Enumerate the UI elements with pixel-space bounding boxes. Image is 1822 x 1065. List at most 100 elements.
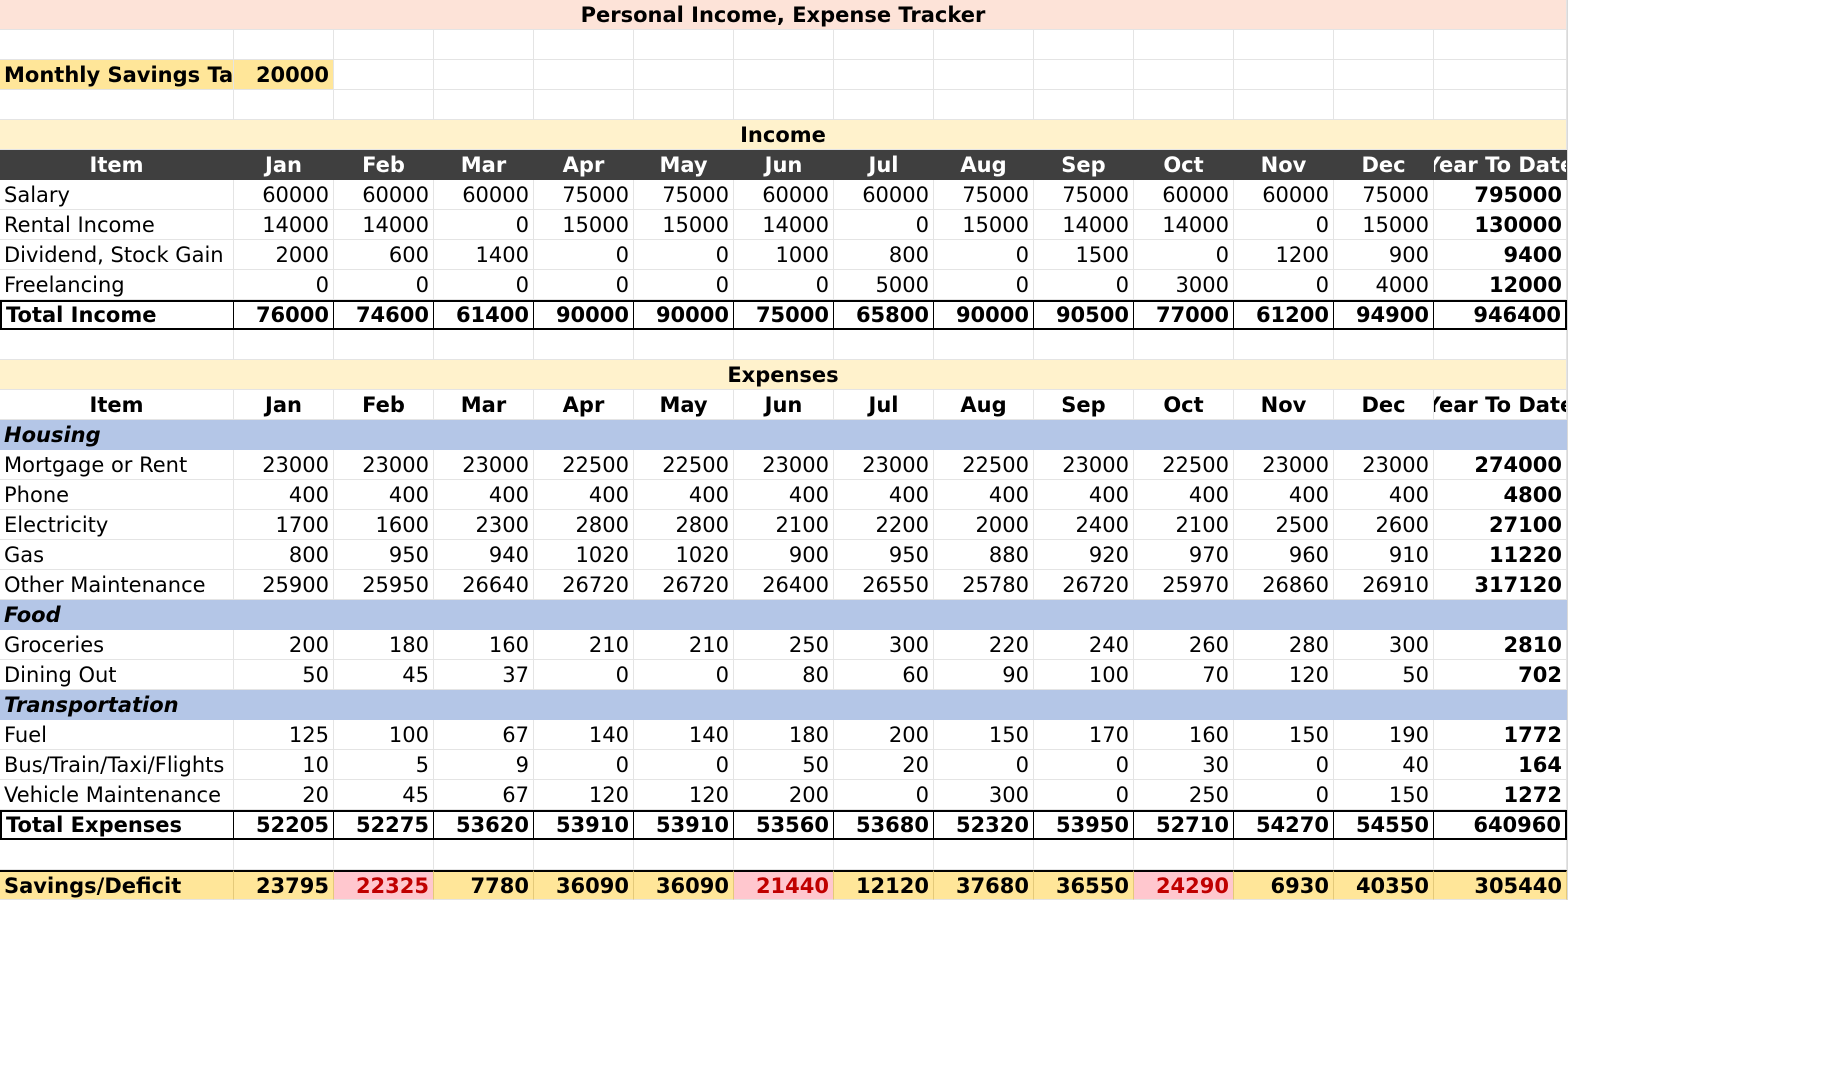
value-cell[interactable]: 30	[1134, 750, 1234, 780]
column-header[interactable]: May	[634, 390, 734, 420]
value-cell[interactable]: 25900	[234, 570, 334, 600]
value-cell[interactable]: 150	[1234, 720, 1334, 750]
value-cell[interactable]: 200	[734, 780, 834, 810]
empty-cell[interactable]	[934, 330, 1034, 360]
empty-cell[interactable]	[734, 60, 834, 90]
empty-cell[interactable]	[234, 840, 334, 870]
value-cell[interactable]: 12000	[1434, 270, 1567, 300]
empty-cell[interactable]	[734, 330, 834, 360]
income-section-title[interactable]: Income	[0, 120, 1567, 150]
value-cell[interactable]: 0	[534, 270, 634, 300]
value-cell[interactable]: 26550	[834, 570, 934, 600]
value-cell[interactable]: 900	[734, 540, 834, 570]
value-cell[interactable]: 970	[1134, 540, 1234, 570]
empty-cell[interactable]	[234, 90, 334, 120]
value-cell[interactable]: 250	[1134, 780, 1234, 810]
column-header[interactable]: Year To Date	[1434, 150, 1567, 180]
value-cell[interactable]: 400	[834, 480, 934, 510]
value-cell[interactable]: 240	[1034, 630, 1134, 660]
value-cell[interactable]: 15000	[934, 210, 1034, 240]
empty-cell[interactable]	[334, 840, 434, 870]
empty-cell[interactable]	[1334, 840, 1434, 870]
value-cell[interactable]: 60000	[234, 180, 334, 210]
empty-cell[interactable]	[434, 30, 534, 60]
category-label[interactable]: Food	[0, 600, 234, 630]
value-cell[interactable]: 940	[434, 540, 534, 570]
value-cell[interactable]: 140	[534, 720, 634, 750]
value-cell[interactable]: 125	[234, 720, 334, 750]
empty-cell[interactable]	[1434, 600, 1567, 630]
column-header[interactable]: Mar	[434, 150, 534, 180]
value-cell[interactable]: 400	[1234, 480, 1334, 510]
value-cell[interactable]: 37	[434, 660, 534, 690]
value-cell[interactable]: 0	[634, 750, 734, 780]
value-cell[interactable]: 0	[434, 270, 534, 300]
empty-cell[interactable]	[534, 60, 634, 90]
empty-cell[interactable]	[434, 90, 534, 120]
value-cell[interactable]: 950	[334, 540, 434, 570]
value-cell[interactable]: 23000	[434, 450, 534, 480]
value-cell[interactable]: 60000	[834, 180, 934, 210]
value-cell[interactable]: 1020	[534, 540, 634, 570]
value-cell[interactable]: 150	[934, 720, 1034, 750]
value-cell[interactable]: 60000	[1234, 180, 1334, 210]
column-header[interactable]: Dec	[1334, 390, 1434, 420]
empty-cell[interactable]	[1434, 420, 1567, 450]
total-value[interactable]: 53910	[634, 810, 734, 840]
value-cell[interactable]: 67	[434, 720, 534, 750]
savings-value[interactable]: 21440	[734, 870, 834, 900]
value-cell[interactable]: 1500	[1034, 240, 1134, 270]
column-header[interactable]: Feb	[334, 390, 434, 420]
value-cell[interactable]: 1200	[1234, 240, 1334, 270]
empty-cell[interactable]	[634, 600, 734, 630]
value-cell[interactable]: 1772	[1434, 720, 1567, 750]
empty-cell[interactable]	[434, 330, 534, 360]
value-cell[interactable]: 300	[834, 630, 934, 660]
savings-value[interactable]: 7780	[434, 870, 534, 900]
empty-cell[interactable]	[1034, 600, 1134, 630]
value-cell[interactable]: 75000	[1334, 180, 1434, 210]
value-cell[interactable]: 4000	[1334, 270, 1434, 300]
empty-cell[interactable]	[1134, 330, 1234, 360]
row-label[interactable]: Salary	[0, 180, 234, 210]
empty-cell[interactable]	[334, 60, 434, 90]
empty-cell[interactable]	[334, 600, 434, 630]
value-cell[interactable]: 910	[1334, 540, 1434, 570]
value-cell[interactable]: 75000	[534, 180, 634, 210]
value-cell[interactable]: 23000	[234, 450, 334, 480]
row-label[interactable]: Dining Out	[0, 660, 234, 690]
empty-cell[interactable]	[934, 30, 1034, 60]
savings-value[interactable]: 37680	[934, 870, 1034, 900]
value-cell[interactable]: 0	[634, 660, 734, 690]
empty-cell[interactable]	[434, 840, 534, 870]
category-label[interactable]: Transportation	[0, 690, 234, 720]
value-cell[interactable]: 180	[734, 720, 834, 750]
empty-cell[interactable]	[834, 330, 934, 360]
value-cell[interactable]: 300	[934, 780, 1034, 810]
category-label[interactable]: Housing	[0, 420, 234, 450]
empty-cell[interactable]	[0, 840, 234, 870]
empty-cell[interactable]	[1034, 60, 1134, 90]
empty-cell[interactable]	[1134, 90, 1234, 120]
empty-cell[interactable]	[234, 30, 334, 60]
value-cell[interactable]: 280	[1234, 630, 1334, 660]
column-header[interactable]: Jan	[234, 390, 334, 420]
value-cell[interactable]: 14000	[1134, 210, 1234, 240]
column-header[interactable]: Nov	[1234, 390, 1334, 420]
value-cell[interactable]: 2000	[934, 510, 1034, 540]
total-value[interactable]: 74600	[334, 300, 434, 330]
row-label[interactable]: Rental Income	[0, 210, 234, 240]
value-cell[interactable]: 23000	[734, 450, 834, 480]
empty-cell[interactable]	[534, 420, 634, 450]
value-cell[interactable]: 600	[334, 240, 434, 270]
value-cell[interactable]: 400	[1034, 480, 1134, 510]
column-header[interactable]: Jan	[234, 150, 334, 180]
value-cell[interactable]: 1000	[734, 240, 834, 270]
value-cell[interactable]: 0	[434, 210, 534, 240]
value-cell[interactable]: 1272	[1434, 780, 1567, 810]
value-cell[interactable]: 26860	[1234, 570, 1334, 600]
total-value[interactable]: 640960	[1434, 810, 1567, 840]
sheet-title[interactable]: Personal Income, Expense Tracker	[0, 0, 1567, 30]
value-cell[interactable]: 22500	[634, 450, 734, 480]
value-cell[interactable]: 200	[234, 630, 334, 660]
